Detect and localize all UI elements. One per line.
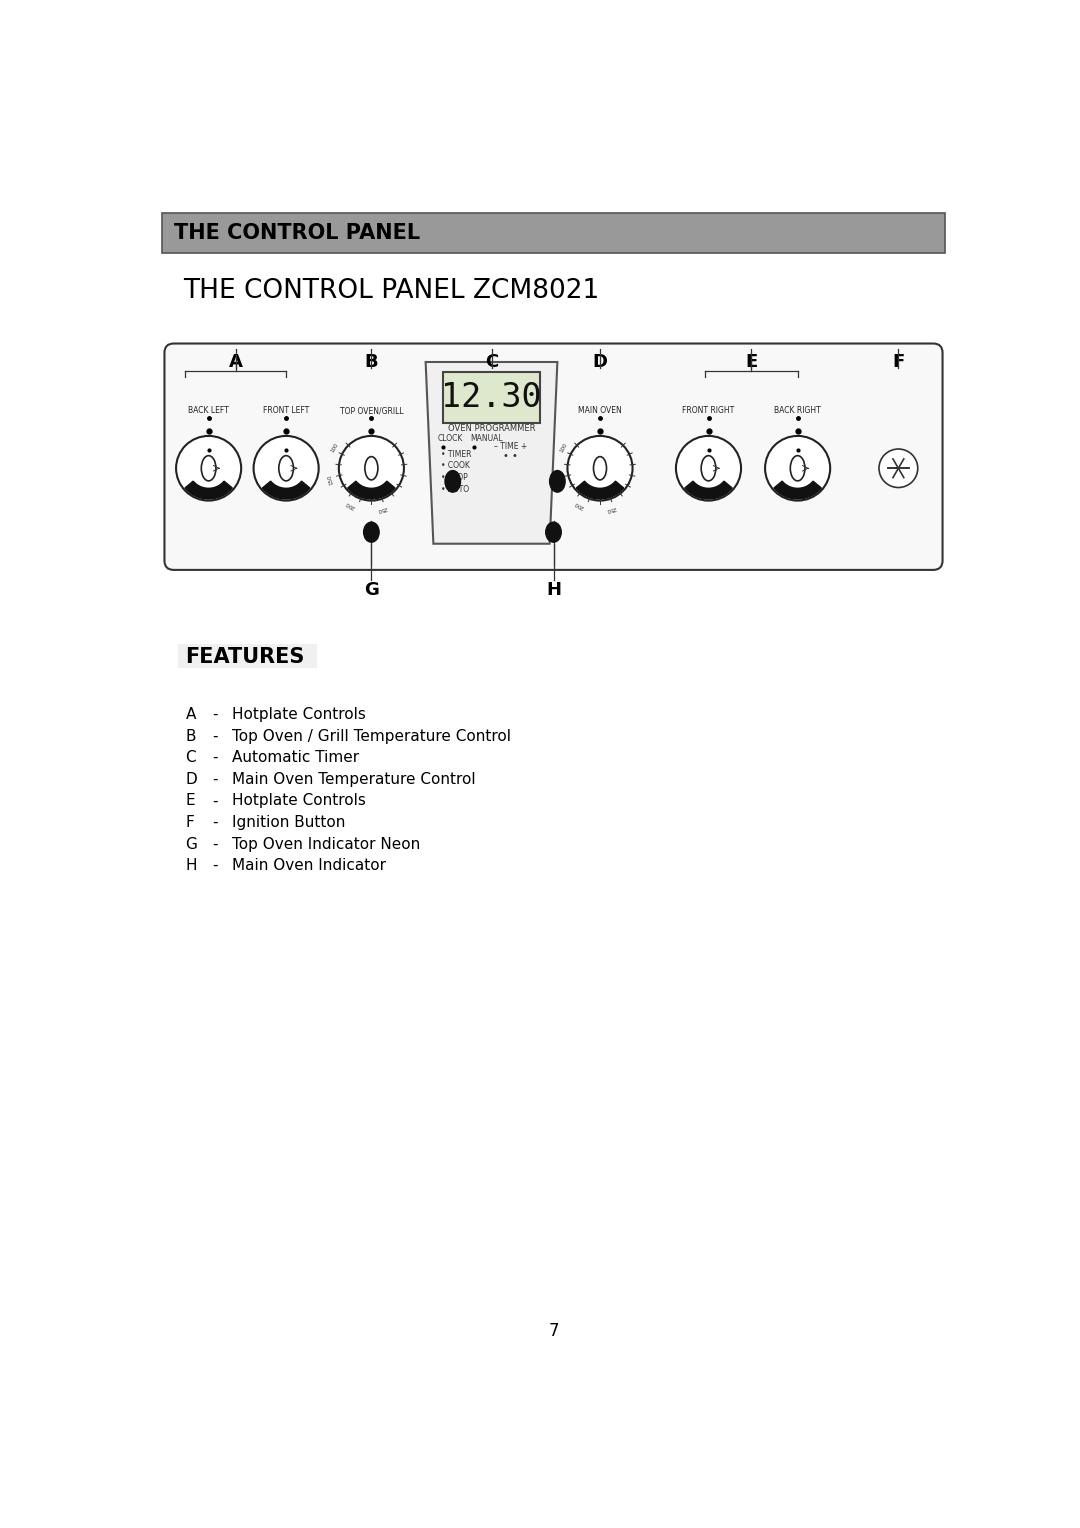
Text: 100: 100 [330, 442, 340, 454]
Text: H: H [546, 581, 561, 599]
Circle shape [879, 449, 918, 487]
Text: F: F [892, 353, 905, 371]
Text: Main Oven Temperature Control: Main Oven Temperature Control [232, 772, 475, 787]
Polygon shape [426, 362, 557, 544]
Text: FRONT RIGHT: FRONT RIGHT [683, 406, 734, 416]
Bar [177, 643, 318, 668]
Text: BACK RIGHT: BACK RIGHT [774, 406, 821, 416]
Ellipse shape [365, 457, 378, 480]
Text: Ignition Button: Ignition Button [232, 814, 346, 830]
Text: 100: 100 [559, 442, 568, 454]
Text: -: - [213, 772, 218, 787]
Ellipse shape [550, 471, 565, 492]
Text: 150: 150 [556, 474, 564, 484]
Text: 12.30: 12.30 [442, 380, 542, 414]
Circle shape [339, 435, 404, 501]
Ellipse shape [791, 455, 805, 481]
Bar [162, 212, 945, 252]
Text: BACK LEFT: BACK LEFT [188, 406, 229, 416]
Text: A: A [186, 707, 195, 723]
Text: • STOP: • STOP [441, 474, 468, 481]
Text: A: A [229, 353, 243, 371]
Ellipse shape [364, 523, 379, 542]
Polygon shape [185, 481, 232, 500]
Text: -: - [213, 707, 218, 723]
Polygon shape [774, 481, 821, 500]
Text: OVEN PROGRAMMER: OVEN PROGRAMMER [448, 423, 536, 432]
Text: Hotplate Controls: Hotplate Controls [232, 707, 366, 723]
Text: 250: 250 [605, 504, 617, 512]
Text: 7: 7 [549, 1322, 558, 1340]
Polygon shape [348, 481, 395, 500]
Circle shape [567, 435, 633, 501]
Text: TOP OVEN/GRILL: TOP OVEN/GRILL [339, 406, 403, 416]
Text: • COOK: • COOK [441, 461, 470, 471]
FancyBboxPatch shape [443, 371, 540, 423]
Text: FRONT LEFT: FRONT LEFT [264, 406, 309, 416]
Text: C: C [485, 353, 498, 371]
Text: Hotplate Controls: Hotplate Controls [232, 793, 366, 808]
Ellipse shape [279, 455, 294, 481]
Text: -: - [213, 859, 218, 872]
Text: 200: 200 [345, 500, 356, 509]
Text: B: B [186, 729, 195, 744]
Text: G: G [364, 581, 379, 599]
Polygon shape [685, 481, 732, 500]
Text: • AUTO: • AUTO [441, 484, 469, 494]
Circle shape [676, 435, 741, 501]
Text: THE CONTROL PANEL: THE CONTROL PANEL [174, 223, 420, 243]
Text: THE CONTROL PANEL ZCM8021: THE CONTROL PANEL ZCM8021 [183, 278, 599, 304]
Ellipse shape [201, 455, 216, 481]
Text: B: B [365, 353, 378, 371]
Text: -: - [213, 836, 218, 851]
Text: C: C [186, 750, 195, 766]
Text: Main Oven Indicator: Main Oven Indicator [232, 859, 386, 872]
Text: MAIN OVEN: MAIN OVEN [578, 406, 622, 416]
Text: FEATURES: FEATURES [186, 646, 305, 666]
Polygon shape [262, 481, 310, 500]
Polygon shape [577, 481, 623, 500]
Text: E: E [186, 793, 195, 808]
Ellipse shape [445, 471, 460, 492]
Text: CLOCK: CLOCK [437, 434, 462, 443]
Text: • TIMER: • TIMER [441, 449, 472, 458]
Ellipse shape [545, 523, 562, 542]
Text: Top Oven / Grill Temperature Control: Top Oven / Grill Temperature Control [232, 729, 511, 744]
Text: F: F [186, 814, 194, 830]
Text: Automatic Timer: Automatic Timer [232, 750, 359, 766]
Ellipse shape [594, 457, 607, 480]
Circle shape [254, 435, 319, 501]
Text: D: D [593, 353, 607, 371]
Text: 150: 150 [327, 474, 335, 484]
Circle shape [176, 435, 241, 501]
Text: G: G [186, 836, 198, 851]
Text: -: - [213, 729, 218, 744]
Text: MANUAL: MANUAL [470, 434, 502, 443]
Text: – TIME +: – TIME + [495, 442, 527, 451]
Text: • •: • • [503, 451, 518, 461]
FancyBboxPatch shape [164, 344, 943, 570]
Text: -: - [213, 750, 218, 766]
Text: -: - [213, 793, 218, 808]
Text: -: - [213, 814, 218, 830]
Text: E: E [745, 353, 757, 371]
Text: 200: 200 [573, 500, 585, 509]
Text: D: D [186, 772, 198, 787]
Text: Top Oven Indicator Neon: Top Oven Indicator Neon [232, 836, 420, 851]
Ellipse shape [701, 455, 716, 481]
Circle shape [765, 435, 831, 501]
Text: 250: 250 [377, 504, 388, 512]
Text: H: H [186, 859, 197, 872]
